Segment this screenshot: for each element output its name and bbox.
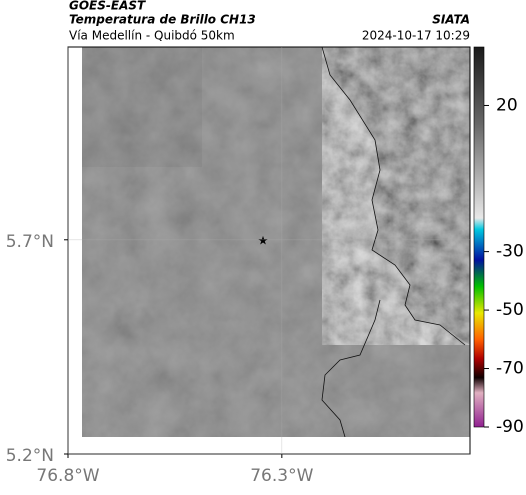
x-tick-label: 76.3°W (250, 466, 313, 486)
colorbar-tick-label: 20 (496, 95, 518, 115)
source: SIATA (432, 13, 470, 27)
colorbar-tick-label: -30 (496, 242, 524, 262)
satellite: GOES-EAST (69, 0, 146, 13)
satellite-image (82, 47, 470, 437)
colorbar-tick-label: -50 (496, 300, 524, 320)
x-tick-label: 76.8°W (36, 466, 99, 486)
datetime: 2024-10-17 10:29 (362, 29, 470, 43)
y-tick-label: 5.7°N (6, 232, 54, 252)
colorbar (473, 46, 485, 428)
colorbar-tick-label: -90 (496, 417, 524, 437)
location-marker: ★ (258, 234, 269, 248)
region: Vía Medellín - Quibdó 50km (69, 29, 235, 43)
product: Temperatura de Brillo CH13 (69, 13, 256, 27)
y-tick-label: 5.2°N (6, 446, 54, 466)
colorbar-tick-label: -70 (496, 359, 524, 379)
